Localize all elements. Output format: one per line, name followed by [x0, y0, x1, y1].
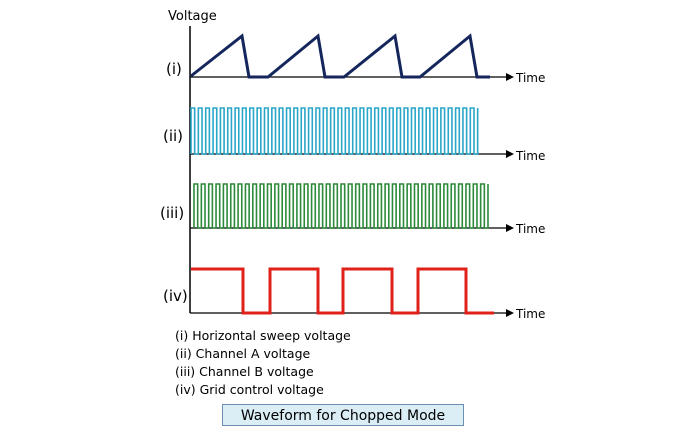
legend: (i) Horizontal sweep voltage (ii) Channe… — [175, 327, 351, 399]
panel-label-iii: (iii) — [160, 204, 184, 222]
figure-caption: Waveform for Chopped Mode — [222, 404, 464, 426]
legend-item-i: (i) Horizontal sweep voltage — [175, 328, 351, 343]
panel-label-ii: (ii) — [163, 127, 183, 145]
legend-item-iv: (iv) Grid control voltage — [175, 382, 324, 397]
time-axis-i — [190, 73, 514, 81]
time-label-iii: Time — [515, 222, 545, 236]
channel-b-waveform — [193, 183, 489, 229]
time-label-iv: Time — [515, 307, 545, 321]
horizontal-sweep-waveform — [190, 33, 490, 79]
voltage-axis-label: Voltage — [168, 9, 217, 24]
legend-item-ii: (ii) Channel A voltage — [175, 346, 311, 361]
grid-control-waveform — [191, 267, 494, 315]
time-label-i: Time — [515, 71, 545, 85]
panel-label-i: (i) — [166, 60, 182, 78]
panel-label-iv: (iv) — [163, 287, 188, 305]
legend-item-iii: (iii) Channel B voltage — [175, 364, 314, 379]
channel-a-waveform — [190, 107, 479, 155]
time-label-ii: Time — [515, 149, 545, 163]
